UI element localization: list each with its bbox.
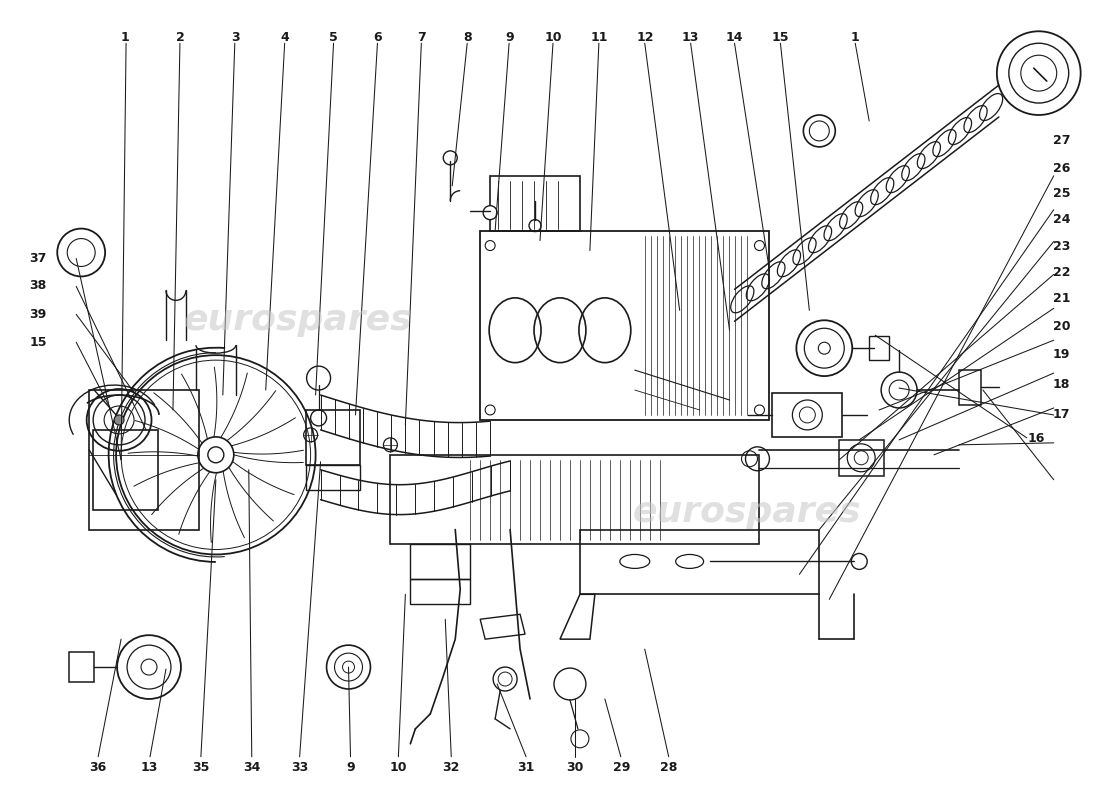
Bar: [306, 465, 361, 490]
Circle shape: [443, 151, 458, 165]
Text: 30: 30: [566, 761, 584, 774]
Bar: [491, 176, 580, 230]
Bar: [306, 410, 361, 465]
Text: 5: 5: [330, 31, 338, 44]
Circle shape: [114, 415, 124, 425]
Text: 10: 10: [389, 761, 407, 774]
Text: 29: 29: [613, 761, 630, 774]
Text: 24: 24: [1053, 214, 1070, 226]
Text: 35: 35: [192, 761, 210, 774]
Bar: [390, 455, 759, 545]
Bar: [69, 652, 95, 682]
Text: 6: 6: [373, 31, 382, 44]
Text: 3: 3: [231, 31, 240, 44]
Text: 21: 21: [1053, 292, 1070, 306]
Text: eurospares: eurospares: [184, 303, 412, 338]
Text: 16: 16: [1027, 432, 1045, 445]
Text: 15: 15: [772, 31, 789, 44]
Text: 32: 32: [442, 761, 460, 774]
Text: 22: 22: [1053, 266, 1070, 279]
Text: 15: 15: [30, 336, 47, 349]
Bar: [959, 370, 981, 405]
Text: 25: 25: [1053, 187, 1070, 200]
Text: 19: 19: [1053, 348, 1070, 361]
Bar: [869, 336, 889, 360]
Text: 34: 34: [243, 761, 261, 774]
Text: 12: 12: [637, 31, 654, 44]
Text: 18: 18: [1053, 378, 1070, 390]
Bar: [94, 430, 158, 510]
Text: 2: 2: [176, 31, 185, 44]
Text: 11: 11: [591, 31, 608, 44]
Text: 9: 9: [346, 761, 354, 774]
Bar: [580, 530, 820, 594]
Text: 9: 9: [505, 31, 514, 44]
Text: 13: 13: [682, 31, 700, 44]
Text: 8: 8: [463, 31, 472, 44]
Text: 27: 27: [1053, 134, 1070, 147]
Text: 38: 38: [30, 279, 46, 293]
Bar: [481, 230, 769, 420]
Text: 36: 36: [89, 761, 107, 774]
Text: 23: 23: [1053, 241, 1070, 254]
Text: eurospares: eurospares: [634, 494, 861, 529]
Text: 28: 28: [660, 761, 678, 774]
Text: 13: 13: [141, 761, 158, 774]
Text: 1: 1: [850, 31, 859, 44]
Bar: [410, 545, 470, 579]
Text: 10: 10: [544, 31, 562, 44]
Text: 14: 14: [726, 31, 744, 44]
Text: 7: 7: [417, 31, 426, 44]
Text: 26: 26: [1053, 162, 1070, 174]
Text: 1: 1: [121, 31, 130, 44]
Text: 31: 31: [517, 761, 535, 774]
Text: 37: 37: [30, 252, 46, 266]
Bar: [410, 579, 470, 604]
Circle shape: [198, 437, 234, 473]
Text: 20: 20: [1053, 320, 1070, 333]
Text: 17: 17: [1053, 408, 1070, 421]
Bar: [772, 393, 843, 437]
Bar: [89, 390, 199, 530]
Text: 33: 33: [292, 761, 308, 774]
Text: 39: 39: [30, 308, 46, 321]
Circle shape: [483, 206, 497, 220]
Text: 4: 4: [280, 31, 289, 44]
Bar: [839, 440, 884, 476]
